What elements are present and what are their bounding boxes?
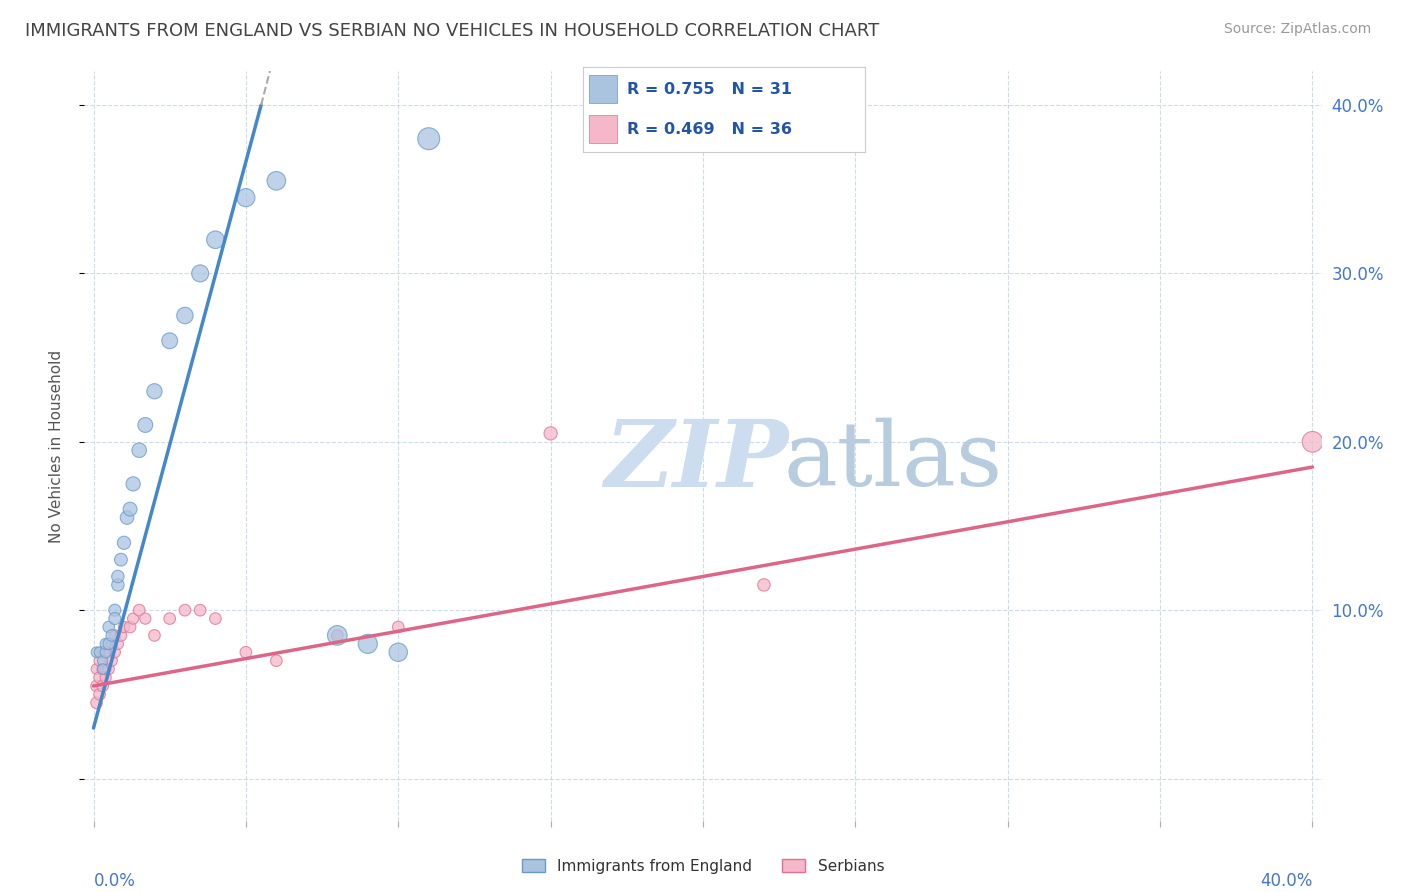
Point — [86, 645, 108, 659]
Point — [128, 443, 150, 458]
Text: 0.0%: 0.0% — [94, 871, 135, 889]
Point — [120, 502, 142, 516]
Point — [235, 191, 257, 205]
Point — [540, 426, 562, 441]
Point — [188, 267, 211, 281]
Point — [86, 679, 108, 693]
Point — [86, 696, 108, 710]
Point — [418, 132, 440, 146]
Point — [91, 645, 114, 659]
Point — [204, 611, 226, 625]
Point — [94, 645, 117, 659]
Legend: Immigrants from England, Serbians: Immigrants from England, Serbians — [516, 853, 890, 880]
Point — [134, 611, 156, 625]
Text: R = 0.755   N = 31: R = 0.755 N = 31 — [627, 82, 792, 97]
Point — [104, 603, 127, 617]
Point — [235, 645, 257, 659]
Point — [89, 687, 111, 701]
Bar — [589, 115, 617, 143]
Point — [97, 637, 120, 651]
Point — [1301, 434, 1323, 449]
Point — [110, 552, 132, 566]
Point — [97, 662, 120, 676]
Point — [104, 611, 127, 625]
Point — [326, 628, 349, 642]
Text: atlas: atlas — [783, 417, 1002, 505]
Point — [91, 679, 114, 693]
Point — [91, 654, 114, 668]
Point — [112, 620, 135, 634]
Point — [134, 417, 156, 432]
Bar — [589, 76, 617, 103]
Point — [94, 662, 117, 676]
Point — [94, 671, 117, 685]
Point — [91, 662, 114, 676]
Point — [86, 662, 108, 676]
Text: 40.0%: 40.0% — [1260, 871, 1312, 889]
Point — [110, 628, 132, 642]
Point — [112, 536, 135, 550]
Point — [89, 654, 111, 668]
Point — [120, 620, 142, 634]
Point — [357, 637, 380, 651]
Point — [101, 637, 124, 651]
Point — [266, 654, 288, 668]
Text: IMMIGRANTS FROM ENGLAND VS SERBIAN NO VEHICLES IN HOUSEHOLD CORRELATION CHART: IMMIGRANTS FROM ENGLAND VS SERBIAN NO VE… — [25, 22, 880, 40]
Point — [188, 603, 211, 617]
Point — [143, 628, 166, 642]
Point — [101, 628, 124, 642]
Point — [107, 569, 129, 583]
Text: Source: ZipAtlas.com: Source: ZipAtlas.com — [1223, 22, 1371, 37]
Text: R = 0.469   N = 36: R = 0.469 N = 36 — [627, 121, 792, 136]
Text: ZIP: ZIP — [605, 416, 789, 506]
Point — [752, 578, 775, 592]
Point — [174, 603, 197, 617]
Point — [387, 620, 409, 634]
Point — [115, 510, 138, 524]
Point — [97, 620, 120, 634]
Point — [97, 645, 120, 659]
Point — [204, 233, 226, 247]
Y-axis label: No Vehicles in Household: No Vehicles in Household — [49, 350, 63, 542]
Point — [387, 645, 409, 659]
Point — [143, 384, 166, 399]
Point — [94, 637, 117, 651]
Point — [159, 611, 181, 625]
Point — [266, 174, 288, 188]
Point — [91, 662, 114, 676]
Point — [101, 654, 124, 668]
Point — [122, 476, 145, 491]
Point — [89, 671, 111, 685]
Point — [159, 334, 181, 348]
Point — [174, 309, 197, 323]
Point — [122, 611, 145, 625]
Point — [326, 628, 349, 642]
Point — [104, 628, 127, 642]
Point — [89, 645, 111, 659]
Point — [107, 578, 129, 592]
Point — [128, 603, 150, 617]
Point — [104, 645, 127, 659]
Point — [107, 637, 129, 651]
